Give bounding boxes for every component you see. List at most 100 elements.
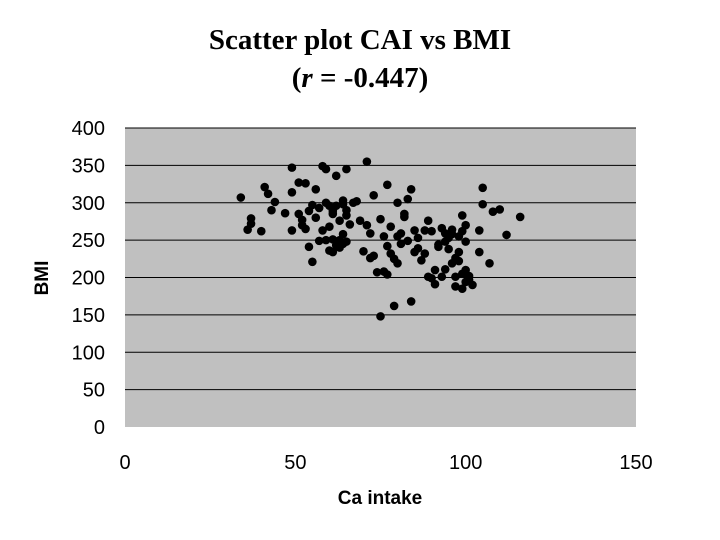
subtitle-r-symbol: r: [301, 62, 313, 94]
data-point: [314, 203, 324, 213]
data-point: [451, 272, 460, 282]
y-tick-label: 350: [72, 155, 105, 177]
data-point: [457, 211, 467, 220]
data-point: [383, 180, 392, 190]
data-point: [406, 297, 416, 306]
data-point: [515, 212, 525, 222]
y-axis-label: BMI: [32, 261, 53, 296]
x-axis-label: Ca intake: [338, 488, 422, 509]
data-point: [396, 229, 406, 238]
data-point: [468, 280, 477, 290]
subtitle-suffix: = -0.447): [312, 62, 429, 94]
data-point: [352, 196, 361, 206]
data-point: [311, 213, 321, 222]
data-point: [386, 222, 396, 231]
data-point: [406, 184, 416, 194]
data-point: [403, 236, 413, 246]
data-point: [417, 256, 426, 265]
data-point: [451, 282, 460, 291]
data-point: [359, 247, 368, 256]
data-point: [423, 216, 433, 225]
data-point: [400, 212, 409, 222]
data-point: [444, 244, 453, 254]
data-point: [447, 229, 457, 239]
data-point: [454, 256, 464, 266]
data-point: [362, 220, 372, 230]
x-tick-labels: 0 50 100 150: [119, 452, 652, 474]
data-point: [301, 179, 310, 188]
data-point: [311, 184, 321, 194]
data-point: [403, 194, 413, 204]
data-point: [410, 226, 419, 235]
data-point: [267, 205, 276, 215]
data-point: [338, 229, 348, 239]
data-point: [474, 226, 484, 235]
data-point: [427, 226, 436, 236]
data-point: [236, 193, 246, 202]
y-tick-label: 250: [72, 230, 105, 252]
data-point: [331, 201, 341, 211]
data-point: [413, 233, 423, 243]
data-point: [393, 198, 402, 208]
data-point: [383, 270, 392, 279]
data-point: [474, 247, 484, 257]
data-point: [335, 216, 344, 225]
data-point: [461, 237, 470, 246]
y-tick-label: 300: [72, 193, 105, 215]
data-point: [495, 205, 505, 214]
data-point: [376, 214, 385, 224]
x-tick-label: 150: [619, 452, 652, 474]
data-point: [355, 216, 365, 225]
data-point: [502, 230, 511, 240]
x-tick-label: 0: [119, 452, 130, 474]
subtitle-prefix: (: [291, 62, 302, 94]
data-point: [246, 214, 256, 223]
data-point: [345, 220, 355, 229]
data-point: [454, 247, 464, 257]
data-point: [396, 239, 406, 249]
gridlines: [125, 127, 636, 391]
data-point: [383, 241, 392, 251]
data-point: [294, 178, 304, 187]
chart-title: Scatter plot CAI vs BMI: [208, 24, 512, 56]
data-point: [287, 163, 297, 172]
data-point: [321, 235, 331, 245]
data-point: [478, 183, 488, 193]
data-point: [437, 272, 447, 282]
data-point: [420, 249, 430, 258]
data-point: [287, 226, 297, 235]
x-tick-label: 100: [449, 452, 482, 474]
data-point: [256, 226, 266, 236]
data-point: [461, 220, 470, 230]
data-point: [485, 258, 494, 268]
data-point: [457, 284, 467, 294]
data-point: [393, 258, 402, 268]
data-point: [270, 197, 280, 207]
y-tick-label: 0: [94, 417, 105, 439]
data-point: [488, 207, 498, 217]
data-point: [301, 224, 310, 234]
data-points: [236, 157, 525, 321]
y-tick-label: 100: [72, 342, 105, 364]
chart-subtitle: (r = -0.447): [0, 60, 720, 96]
data-point: [325, 222, 334, 231]
data-point: [304, 242, 314, 252]
data-point: [314, 236, 324, 246]
data-point: [342, 205, 351, 215]
data-point: [260, 182, 269, 192]
x-tick-label: 50: [284, 452, 306, 474]
data-point: [328, 247, 338, 257]
data-point: [434, 240, 443, 249]
data-point: [342, 237, 351, 246]
data-point: [369, 251, 378, 261]
data-point: [365, 229, 375, 238]
data-point: [379, 232, 389, 241]
data-point: [287, 187, 297, 197]
data-point: [362, 157, 372, 166]
data-point: [372, 267, 382, 277]
data-point: [308, 257, 317, 267]
y-tick-labels: 0 50 100 150 200 250 300 350 400: [72, 118, 105, 439]
data-point: [440, 264, 450, 274]
y-tick-label: 150: [72, 305, 105, 327]
